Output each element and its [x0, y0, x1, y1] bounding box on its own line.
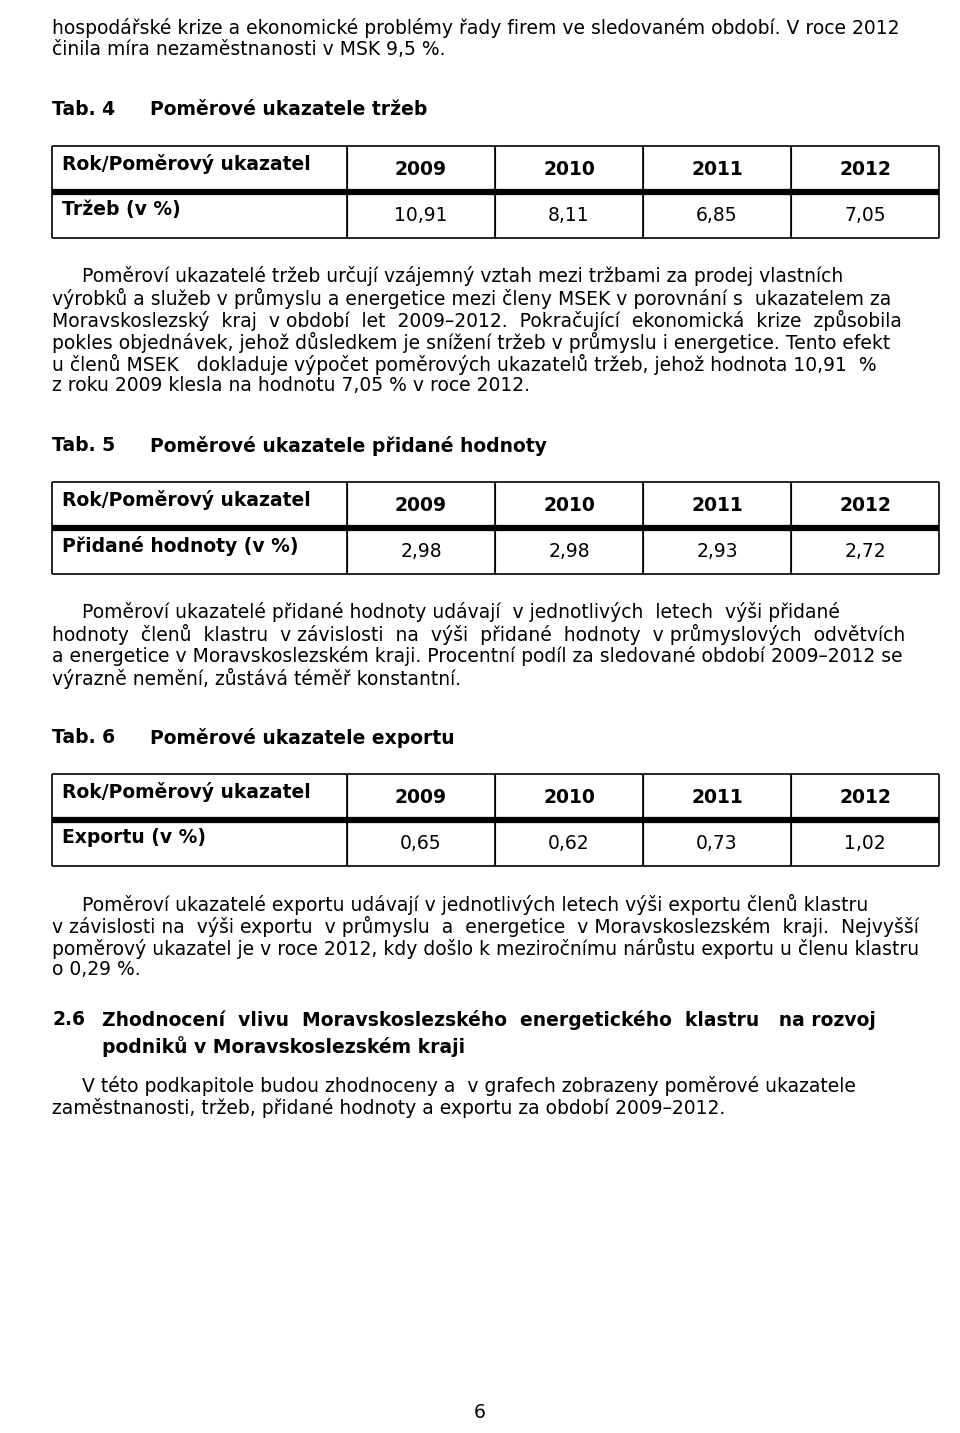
Text: 2011: 2011: [691, 496, 743, 514]
Text: 2009: 2009: [395, 496, 447, 514]
Text: 2009: 2009: [395, 159, 447, 179]
Text: 2.6: 2.6: [52, 1010, 85, 1029]
Text: 7,05: 7,05: [844, 205, 886, 225]
Text: Poměrové ukazatele tržeb: Poměrové ukazatele tržeb: [150, 100, 427, 119]
Text: zaměstnanosti, tržeb, přidané hodnoty a exportu za období 2009–2012.: zaměstnanosti, tržeb, přidané hodnoty a …: [52, 1098, 725, 1118]
Text: Tržeb (v %): Tržeb (v %): [62, 201, 180, 219]
Text: Rok/Poměrový ukazatel: Rok/Poměrový ukazatel: [62, 153, 311, 173]
Text: V této podkapitole budou zhodnoceny a  v grafech zobrazeny poměrové ukazatele: V této podkapitole budou zhodnoceny a v …: [52, 1076, 856, 1096]
Text: 0,73: 0,73: [696, 834, 738, 853]
Text: 2012: 2012: [839, 788, 891, 807]
Text: v závislosti na  výši exportu  v průmyslu  a  energetice  v Moravskoslezském  kr: v závislosti na výši exportu v průmyslu …: [52, 916, 919, 937]
Text: 0,62: 0,62: [548, 834, 589, 853]
Text: Rok/Poměrový ukazatel: Rok/Poměrový ukazatel: [62, 490, 311, 510]
Text: Exportu (v %): Exportu (v %): [62, 828, 206, 847]
Text: 2,93: 2,93: [696, 542, 738, 560]
Text: 2010: 2010: [543, 159, 595, 179]
Text: 1,02: 1,02: [844, 834, 886, 853]
Text: Poměrové ukazatele exportu: Poměrové ukazatele exportu: [150, 728, 455, 748]
Text: 6: 6: [474, 1403, 486, 1422]
Text: 2010: 2010: [543, 788, 595, 807]
Text: Tab. 4: Tab. 4: [52, 100, 115, 119]
Text: výrobků a služeb v průmyslu a energetice mezi členy MSEK v porovnání s  ukazatel: výrobků a služeb v průmyslu a energetice…: [52, 288, 891, 310]
Text: poměrový ukazatel je v roce 2012, kdy došlo k meziročnímu nárůstu exportu u člen: poměrový ukazatel je v roce 2012, kdy do…: [52, 939, 919, 959]
Text: 2,98: 2,98: [400, 542, 442, 560]
Text: Zhodnocení  vlivu  Moravskoslezského  energetického  klastru   na rozvoj: Zhodnocení vlivu Moravskoslezského energ…: [102, 1010, 876, 1030]
Text: 0,65: 0,65: [400, 834, 442, 853]
Text: 10,91: 10,91: [395, 205, 447, 225]
Text: 2010: 2010: [543, 496, 595, 514]
Text: 2011: 2011: [691, 788, 743, 807]
Text: Poměroví ukazatelé exportu udávají v jednotlivých letech výši exportu členů klas: Poměroví ukazatelé exportu udávají v jed…: [52, 894, 868, 916]
Text: 2009: 2009: [395, 788, 447, 807]
Text: 2,72: 2,72: [844, 542, 886, 560]
Text: hospodářské krize a ekonomické problémy řady firem ve sledovaném období. V roce : hospodářské krize a ekonomické problémy …: [52, 19, 900, 39]
Text: Tab. 5: Tab. 5: [52, 436, 115, 456]
Text: Přidané hodnoty (v %): Přidané hodnoty (v %): [62, 536, 299, 556]
Text: podniků v Moravskoslezském kraji: podniků v Moravskoslezském kraji: [102, 1036, 466, 1058]
Text: Rok/Poměrový ukazatel: Rok/Poměrový ukazatel: [62, 782, 311, 802]
Text: 8,11: 8,11: [548, 205, 589, 225]
Text: Poměroví ukazatelé tržeb určují vzájemný vztah mezi tržbami za prodej vlastních: Poměroví ukazatelé tržeb určují vzájemný…: [52, 267, 843, 287]
Text: pokles objednávek, jehož důsledkem je snížení tržeb v průmyslu i energetice. Ten: pokles objednávek, jehož důsledkem je sn…: [52, 332, 890, 353]
Text: z roku 2009 klesla na hodnotu 7,05 % v roce 2012.: z roku 2009 klesla na hodnotu 7,05 % v r…: [52, 375, 530, 396]
Text: 2011: 2011: [691, 159, 743, 179]
Text: Poměroví ukazatelé přidané hodnoty udávají  v jednotlivých  letech  výši přidané: Poměroví ukazatelé přidané hodnoty udáva…: [52, 602, 840, 622]
Text: Poměrové ukazatele přidané hodnoty: Poměrové ukazatele přidané hodnoty: [150, 436, 547, 456]
Text: 2012: 2012: [839, 496, 891, 514]
Text: a energetice v Moravskoslezském kraji. Procentní podíl za sledované období 2009–: a energetice v Moravskoslezském kraji. P…: [52, 646, 902, 666]
Text: 6,85: 6,85: [696, 205, 738, 225]
Text: Tab. 6: Tab. 6: [52, 728, 115, 747]
Text: o 0,29 %.: o 0,29 %.: [52, 960, 140, 979]
Text: hodnoty  členů  klastru  v závislosti  na  výši  přidané  hodnoty  v průmyslovýc: hodnoty členů klastru v závislosti na vý…: [52, 623, 905, 645]
Text: Moravskoslezský  kraj  v období  let  2009–2012.  Pokračující  ekonomická  krize: Moravskoslezský kraj v období let 2009–2…: [52, 310, 901, 331]
Text: 2012: 2012: [839, 159, 891, 179]
Text: 2,98: 2,98: [548, 542, 589, 560]
Text: výrazně nemění, zůstává téměř konstantní.: výrazně nemění, zůstává téměř konstantní…: [52, 668, 461, 689]
Text: u členů MSEK   dokladuje výpočet poměrových ukazatelů tržeb, jehož hodnota 10,91: u členů MSEK dokladuje výpočet poměrovýc…: [52, 354, 876, 375]
Text: činila míra nezaměstnanosti v MSK 9,5 %.: činila míra nezaměstnanosti v MSK 9,5 %.: [52, 40, 445, 59]
